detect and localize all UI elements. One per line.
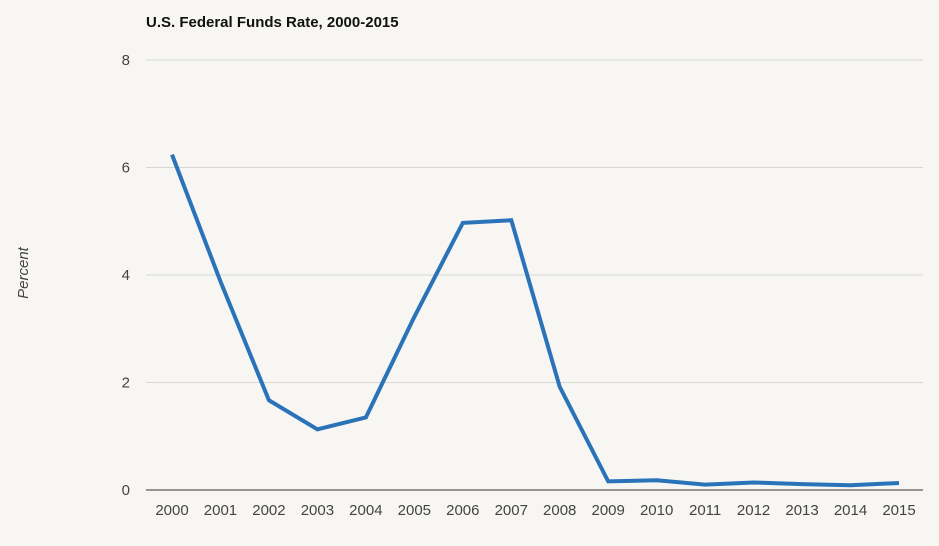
x-tick-label: 2001 <box>204 502 237 519</box>
x-axis-ticks: 2000 2001 2002 2003 2004 2005 2006 2007 2008 2009… <box>155 502 915 519</box>
x-tick-label: 2000 <box>155 502 188 519</box>
x-tick-label: 2003 <box>301 502 334 519</box>
y-tick-label: 8 <box>122 52 130 69</box>
x-tick-label: 2014 <box>834 502 867 519</box>
x-tick-label: 2010 <box>640 502 673 519</box>
x-tick-label: 2008 <box>543 502 576 519</box>
x-tick-label: 2011 <box>689 502 721 519</box>
y-tick-label: 4 <box>122 267 130 284</box>
x-tick-label: 2005 <box>398 502 431 519</box>
x-tick-label: 2013 <box>785 502 818 519</box>
y-axis-title: Percent <box>15 246 32 299</box>
chart-title: U.S. Federal Funds Rate, 2000-2015 <box>146 14 399 31</box>
y-tick-label: 6 <box>122 160 130 177</box>
x-tick-label: 2002 <box>252 502 285 519</box>
x-tick-label: 2012 <box>737 502 770 519</box>
x-tick-label: 2004 <box>349 502 382 519</box>
y-tick-label: 0 <box>122 482 130 499</box>
y-tick-label: 2 <box>122 375 130 392</box>
y-axis-ticks: 0 2 4 6 8 <box>122 52 130 499</box>
x-tick-label: 2007 <box>495 502 528 519</box>
grid-lines <box>146 59 923 383</box>
x-tick-label: 2015 <box>882 502 915 519</box>
series-line <box>170 153 900 488</box>
x-tick-label: 2009 <box>592 502 625 519</box>
x-tick-label: 2006 <box>446 502 479 519</box>
